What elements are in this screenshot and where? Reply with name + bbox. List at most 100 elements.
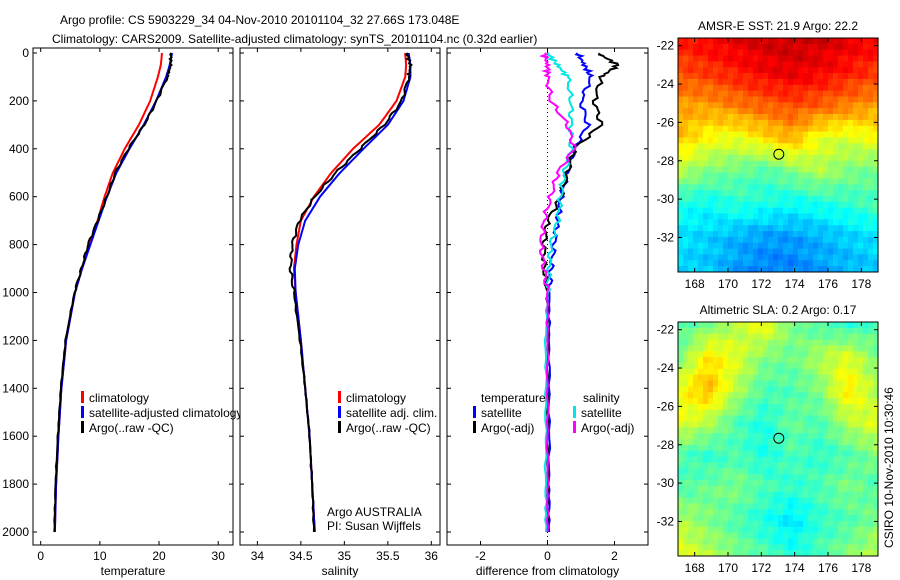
heatmap-cell bbox=[723, 532, 729, 539]
heatmap-cell bbox=[793, 362, 799, 370]
heatmap-cell bbox=[778, 114, 784, 121]
heatmap-cell bbox=[733, 322, 739, 329]
heatmap-cell bbox=[768, 409, 774, 417]
heatmap-cell bbox=[873, 339, 879, 346]
heatmap-cell bbox=[838, 474, 844, 481]
heatmap-cell bbox=[713, 345, 719, 352]
heatmap-cell bbox=[823, 195, 829, 203]
heatmap-cell bbox=[728, 119, 734, 127]
heatmap-cell bbox=[803, 509, 809, 516]
heatmap-cell bbox=[868, 190, 874, 197]
heatmap-cell bbox=[703, 550, 709, 557]
heatmap-cell bbox=[758, 102, 764, 109]
heatmap-cell bbox=[818, 398, 824, 405]
heatmap-cell bbox=[788, 96, 794, 103]
heatmap-cell bbox=[828, 550, 834, 557]
heatmap-cell bbox=[828, 79, 834, 86]
heatmap-cell bbox=[803, 207, 809, 215]
heatmap-cell bbox=[738, 102, 744, 109]
heatmap-cell bbox=[843, 236, 849, 244]
heatmap-cell bbox=[823, 474, 829, 481]
heatmap-cell bbox=[828, 380, 834, 387]
heatmap-cell bbox=[698, 73, 704, 80]
heatmap-cell bbox=[838, 248, 844, 255]
heatmap-cell bbox=[753, 55, 759, 62]
heatmap-cell bbox=[833, 403, 839, 411]
heatmap-cell bbox=[758, 184, 764, 191]
heatmap-cell bbox=[858, 143, 864, 150]
heatmap-cell bbox=[768, 108, 774, 115]
heatmap-cell bbox=[718, 421, 724, 428]
heatmap-cell bbox=[838, 79, 844, 86]
heatmap-cell bbox=[723, 55, 729, 62]
heatmap-cell bbox=[863, 125, 869, 133]
heatmap-cell bbox=[803, 351, 809, 358]
heatmap-cell bbox=[798, 207, 804, 215]
heatmap-cell bbox=[868, 462, 874, 469]
heatmap-cell bbox=[693, 131, 699, 138]
heatmap-cell bbox=[843, 386, 849, 393]
heatmap-cell bbox=[813, 427, 819, 434]
heatmap-cell bbox=[748, 73, 754, 80]
x-tick-label: 170 bbox=[718, 277, 738, 291]
heatmap-cell bbox=[773, 509, 779, 516]
heatmap-cell bbox=[798, 351, 804, 358]
heatmap-cell bbox=[798, 345, 804, 352]
heatmap-cell bbox=[698, 439, 704, 446]
heatmap-cell bbox=[823, 392, 829, 399]
heatmap-cell bbox=[703, 526, 709, 534]
heatmap-cell bbox=[718, 236, 724, 244]
heatmap-cell bbox=[808, 403, 814, 411]
heatmap-cell bbox=[838, 201, 844, 209]
heatmap-cell bbox=[873, 439, 879, 446]
heatmap-cell bbox=[758, 421, 764, 428]
heatmap-cell bbox=[793, 532, 799, 539]
heatmap-cell bbox=[868, 178, 874, 185]
heatmap-cell bbox=[823, 450, 829, 458]
heatmap-cell bbox=[713, 532, 719, 539]
heatmap-cell bbox=[778, 491, 784, 498]
heatmap-cell bbox=[718, 374, 724, 381]
heatmap-cell bbox=[728, 219, 734, 226]
heatmap-cell bbox=[778, 503, 784, 510]
heatmap-cell bbox=[723, 474, 729, 481]
heatmap-cell bbox=[748, 497, 754, 504]
heatmap-cell bbox=[823, 166, 829, 174]
heatmap-cell bbox=[748, 248, 754, 255]
heatmap-cell bbox=[788, 479, 794, 487]
heatmap-cell bbox=[853, 398, 859, 405]
heatmap-cell bbox=[803, 149, 809, 156]
heatmap-cell bbox=[813, 362, 819, 370]
heatmap-cell bbox=[753, 73, 759, 80]
heatmap-cell bbox=[793, 84, 799, 92]
heatmap-cell bbox=[818, 236, 824, 244]
heatmap-cell bbox=[843, 339, 849, 346]
heatmap-cell bbox=[833, 155, 839, 162]
heatmap-cell bbox=[798, 362, 804, 370]
heatmap-cell bbox=[733, 61, 739, 68]
heatmap-cell bbox=[838, 114, 844, 121]
heatmap-cell bbox=[703, 398, 709, 405]
heatmap-cell bbox=[733, 38, 739, 45]
heatmap-cell bbox=[753, 491, 759, 498]
heatmap-cell bbox=[803, 254, 809, 261]
heatmap-cell bbox=[823, 544, 829, 551]
heatmap-cell bbox=[838, 61, 844, 68]
x-tick-label: 35 bbox=[338, 549, 352, 563]
x-tick-label: 174 bbox=[785, 277, 805, 291]
heatmap-cell bbox=[833, 125, 839, 133]
heatmap-cell bbox=[718, 131, 724, 138]
heatmap-cell bbox=[738, 456, 744, 463]
heatmap-cell bbox=[803, 374, 809, 381]
heatmap-cell bbox=[793, 102, 799, 109]
heatmap-cell bbox=[843, 131, 849, 138]
heatmap-cell bbox=[713, 322, 719, 329]
heatmap-cell bbox=[833, 137, 839, 144]
heatmap-cell bbox=[843, 398, 849, 405]
heatmap-cell bbox=[738, 67, 744, 74]
heatmap-cell bbox=[743, 532, 749, 539]
heatmap-cell bbox=[683, 236, 689, 244]
heatmap-cell bbox=[858, 509, 864, 516]
heatmap-cell bbox=[843, 184, 849, 191]
